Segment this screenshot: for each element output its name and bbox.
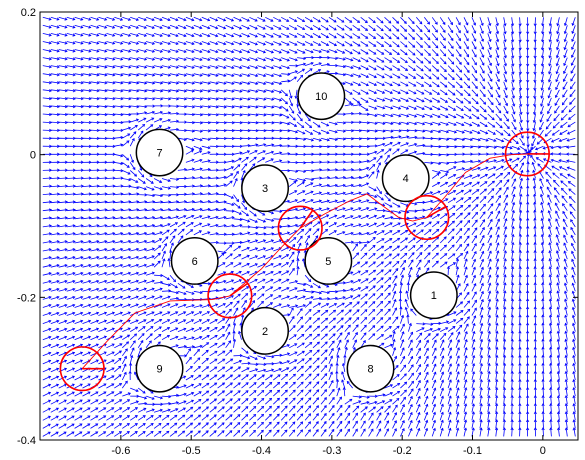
robot-position-2: [207, 273, 253, 319]
x-tick-label: -0.3: [322, 445, 341, 457]
obstacle-10: 10: [297, 72, 346, 121]
trajectory-line: [81, 153, 528, 370]
robot-circle: [277, 205, 323, 251]
vector-field: [42, 16, 576, 437]
obstacle-8: 8: [346, 344, 395, 393]
field-arrow-heads: [47, 17, 576, 435]
obstacle-circle: [346, 344, 395, 393]
obstacle-label: 10: [315, 91, 327, 103]
robot-heading: [299, 209, 314, 229]
obstacle-circle: [135, 344, 184, 393]
robot-circle: [207, 273, 253, 319]
robot-position-4: [404, 194, 450, 241]
axes-box: [39, 11, 579, 441]
obstacle-label: 6: [192, 256, 198, 268]
x-tick-label: -0.2: [393, 445, 412, 457]
obstacle-circle: [170, 236, 219, 285]
obstacle-label: 7: [156, 148, 162, 160]
obstacle-label: 3: [262, 183, 268, 195]
obstacle-label: 2: [262, 326, 268, 338]
obstacle-label: 8: [367, 364, 373, 376]
obstacles: 1 2 3 4 5 6 7 8 9 10: [135, 72, 458, 393]
obstacle-label: 4: [403, 173, 409, 185]
robot-heading: [229, 282, 249, 297]
x-tick-label: -0.5: [182, 445, 201, 457]
y-tick-label: 0.2: [21, 7, 36, 19]
obstacle-9: 9: [135, 344, 184, 393]
obstacle-circle: [135, 128, 184, 177]
obstacle-6: 6: [170, 236, 219, 285]
obstacle-label: 5: [325, 256, 331, 268]
y-tick-label: 0: [30, 150, 36, 162]
axis-ticks: -0.6 -0.5 -0.4 -0.3 -0.2 -0.1 0 0.2 0 -0.2 -0.4: [17, 7, 578, 457]
obstacle-5: 5: [304, 236, 353, 285]
y-tick-label: -0.2: [17, 292, 36, 304]
robot-heading: [426, 205, 447, 219]
x-tick-label: -0.4: [252, 445, 271, 457]
robot-position-1: [59, 346, 105, 392]
x-tick-label: -0.6: [111, 445, 130, 457]
robot-positions: [59, 131, 550, 392]
obstacle-1: 1: [409, 271, 458, 320]
x-tick-label: -0.1: [463, 445, 482, 457]
obstacle-4: 4: [381, 154, 430, 203]
x-tick-label: 0: [540, 445, 546, 457]
obstacle-circle: [241, 164, 290, 213]
obstacle-circle: [381, 154, 430, 203]
obstacle-label: 1: [431, 290, 437, 302]
robot-position-5: [504, 131, 550, 177]
obstacle-2: 2: [241, 306, 290, 355]
obstacle-circle: [241, 306, 290, 355]
obstacle-label: 9: [156, 364, 162, 376]
robot-circle: [404, 194, 450, 241]
y-tick-label: -0.4: [17, 435, 36, 447]
obstacle-circle: [409, 271, 458, 320]
obstacle-circle: [297, 72, 346, 121]
obstacle-3: 3: [241, 164, 290, 213]
obstacle-7: 7: [135, 128, 184, 177]
obstacle-circle: [304, 236, 353, 285]
field-arrow-shafts: [42, 16, 576, 437]
robot-path: [81, 153, 528, 370]
robot-position-3: [277, 205, 323, 251]
